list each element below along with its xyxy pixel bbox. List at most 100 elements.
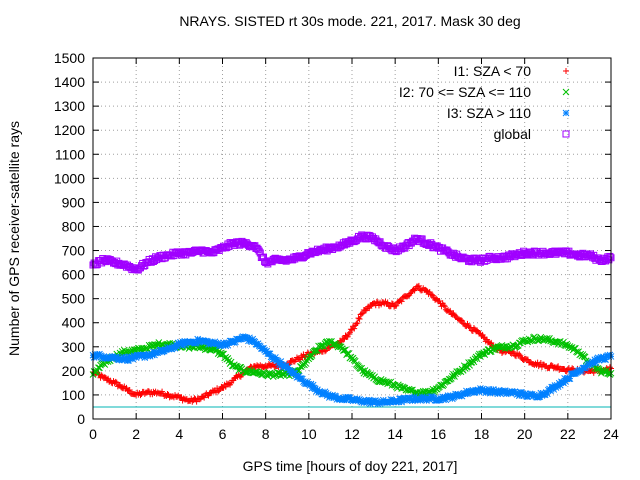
data-point-sample: [543, 390, 551, 398]
x-tick-label: 12: [344, 426, 360, 442]
data-point-sample: [248, 338, 255, 346]
data-point-sample: [417, 395, 425, 403]
data-point-sample: [494, 390, 502, 398]
data-point-sample: [174, 393, 181, 400]
x-tick-label: 18: [474, 426, 490, 442]
data-point-sample: [173, 343, 181, 350]
series-points: [89, 231, 615, 408]
data-point-sample: [309, 381, 317, 389]
data-point-sample: [301, 361, 308, 369]
data-point-sample: [329, 391, 336, 399]
data-point-sample: [433, 295, 440, 302]
data-point-sample: [440, 302, 447, 309]
data-point-sample: [137, 392, 144, 399]
data-point-sample: [353, 320, 360, 327]
series-3: [89, 333, 615, 408]
data-point-sample: [561, 374, 568, 382]
y-tick-label: 300: [62, 339, 86, 355]
data-point-sample: [141, 390, 148, 397]
legend-label: I2: 70 <= SZA <= 110: [399, 84, 531, 100]
data-point-sample: [311, 347, 319, 354]
y-tick-label: 200: [62, 363, 86, 379]
data-point-sample: [249, 335, 257, 343]
data-point-sample: [150, 348, 157, 356]
y-tick-label: 1400: [54, 74, 85, 90]
data-point-sample: [330, 394, 338, 402]
data-point-sample: [522, 390, 530, 397]
legend-label: global: [494, 126, 531, 142]
x-tick-label: 6: [219, 426, 227, 442]
data-point-sample: [447, 307, 454, 314]
data-point-sample: [279, 363, 287, 371]
data-point-sample: [204, 338, 211, 345]
data-point-sample: [323, 247, 331, 255]
data-point-sample: [409, 386, 416, 394]
data-point-sample: [530, 361, 537, 368]
data-point-sample: [351, 325, 358, 332]
x-tick-label: 2: [132, 426, 140, 442]
data-point-sample: [390, 301, 397, 308]
chart-title: NRAYS. SISTED rt 30s mode. 221, 2017. Ma…: [179, 13, 520, 29]
y-tick-label: 1300: [54, 98, 85, 114]
data-point-sample: [481, 386, 489, 394]
data-point-sample: [536, 393, 544, 401]
data-point-sample: [163, 346, 170, 353]
data-point-sample: [606, 364, 613, 371]
data-point-sample: [346, 329, 353, 336]
x-axis-ticks: 0 2 4 6 8 10 12 14 16 18 20 22 24: [89, 58, 619, 442]
data-point-sample: [344, 333, 351, 340]
data-point-sample: [595, 357, 603, 364]
data-point-sample: [606, 371, 614, 378]
data-point-sample: [340, 347, 347, 354]
data-point-sample: [101, 374, 108, 381]
legend-marker: [562, 88, 570, 96]
x-tick-label: 24: [603, 426, 619, 442]
data-point-sample: [266, 350, 274, 358]
y-tick-label: 600: [62, 267, 86, 283]
data-point-sample: [272, 354, 279, 361]
y-tick-label: 0: [77, 411, 85, 427]
data-point-sample: [153, 349, 161, 356]
data-point-sample: [390, 397, 398, 405]
data-point-sample: [366, 305, 373, 312]
data-point-sample: [560, 379, 567, 387]
data-point-sample: [131, 353, 139, 360]
y-axis-title: Number of GPS receiver-satellite rays: [6, 121, 22, 356]
data-point-sample: [519, 390, 526, 398]
data-point-sample: [436, 297, 443, 304]
x-tick-label: 16: [431, 426, 447, 442]
plot-frame: [92, 57, 612, 420]
data-point-sample: [349, 354, 357, 362]
data-point-sample: [207, 346, 214, 354]
data-point-sample: [179, 342, 186, 349]
data-point-sample: [254, 340, 262, 347]
data-point-sample: [606, 351, 614, 359]
data-point-sample: [112, 378, 119, 385]
data-point-sample: [474, 386, 482, 394]
data-point-sample: [393, 302, 400, 309]
data-point-sample: [398, 298, 405, 305]
data-point-sample: [552, 384, 560, 391]
y-tick-label: 900: [62, 194, 86, 210]
legend-label: I1: SZA < 70: [454, 63, 532, 79]
data-point-sample: [125, 357, 132, 364]
data-point-sample: [277, 358, 285, 365]
data-point-sample: [606, 252, 614, 260]
y-tick-label: 1000: [54, 170, 85, 186]
data-point-sample: [322, 389, 330, 397]
data-point-sample: [284, 364, 292, 371]
data-point-sample: [604, 370, 612, 377]
data-point-sample: [590, 359, 598, 367]
data-point-sample: [541, 361, 548, 368]
data-point-sample: [569, 365, 576, 372]
data-point-sample: [577, 350, 585, 358]
y-axis-ticks: 0 100 200 300 400 500 600 700 800 900 1000 1100 1200…: [54, 50, 611, 427]
data-point-sample: [455, 392, 463, 400]
data-point-sample: [295, 367, 303, 374]
series-1: [90, 282, 614, 405]
data-point-sample: [356, 316, 363, 323]
data-point-sample: [210, 340, 218, 348]
data-point-sample: [347, 326, 354, 333]
data-point-sample: [369, 398, 376, 406]
data-point-sample: [181, 337, 189, 345]
